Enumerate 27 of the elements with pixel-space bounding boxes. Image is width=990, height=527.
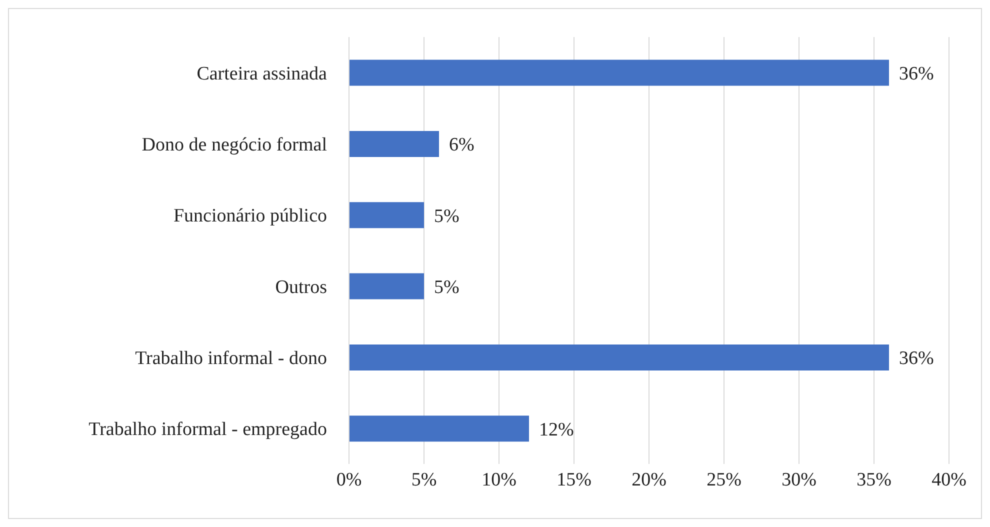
x-tick-label: 20% (632, 469, 667, 490)
x-tick-label: 40% (932, 469, 967, 490)
data-label: 12% (539, 419, 574, 440)
data-label: 5% (434, 206, 460, 227)
y-tick-label: Trabalho informal - dono (135, 348, 327, 369)
x-tick-label: 0% (336, 469, 362, 490)
y-tick-label: Carteira assinada (196, 63, 328, 84)
bar (349, 202, 424, 228)
y-tick-label: Trabalho informal - empregado (88, 419, 327, 440)
y-tick-label: Outros (275, 276, 327, 298)
bar (349, 273, 424, 300)
x-tick-label: 5% (411, 469, 437, 490)
bar (349, 60, 889, 86)
data-label: 5% (434, 277, 460, 298)
bar (349, 130, 439, 157)
x-tick-label: 15% (556, 469, 592, 490)
x-tick-label: 30% (782, 469, 817, 490)
y-tick-label: Dono de negócio formal (142, 134, 327, 156)
bar (349, 344, 889, 370)
y-tick-label: Funcionário público (173, 206, 327, 227)
x-tick-label: 35% (856, 469, 892, 490)
bar (349, 416, 529, 442)
data-label: 36% (899, 64, 934, 85)
x-tick-label: 25% (706, 469, 742, 490)
data-label: 36% (899, 348, 934, 370)
data-label: 6% (449, 134, 474, 156)
x-tick-label: 10% (482, 469, 517, 490)
